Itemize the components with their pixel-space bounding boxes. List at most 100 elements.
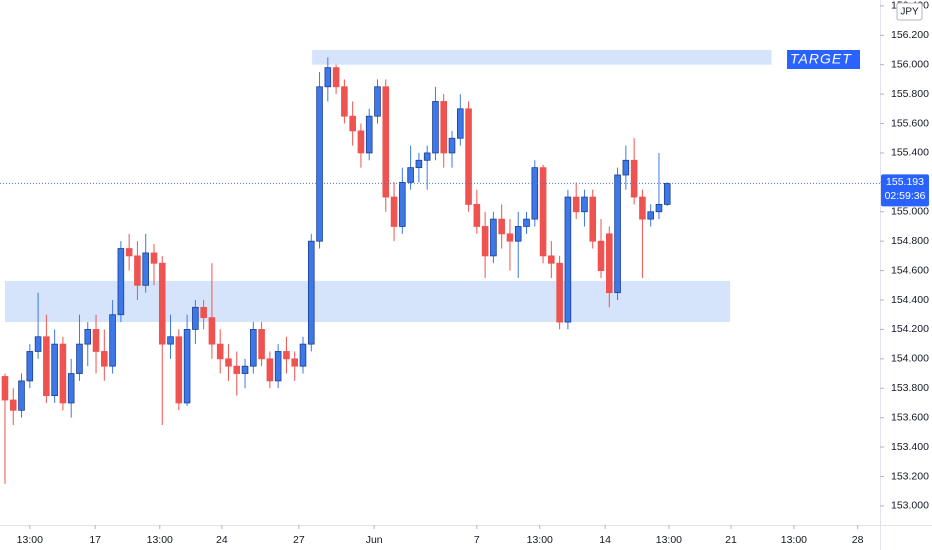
- candle-body: [233, 365, 241, 374]
- candle-body: [51, 343, 58, 396]
- currency-label: JPY: [900, 7, 919, 18]
- candle-body: [324, 67, 332, 88]
- candle-body: [456, 108, 464, 139]
- candle-body: [76, 343, 83, 374]
- y-tick-label: 156.000: [891, 58, 929, 70]
- candle-body: [332, 67, 340, 88]
- x-tick-label: 14: [599, 534, 611, 546]
- y-tick-label: 153.600: [891, 411, 929, 423]
- candle-body: [167, 336, 174, 345]
- candle-body: [349, 115, 356, 132]
- candle-body: [307, 240, 315, 345]
- candle-body: [208, 317, 216, 345]
- candle-body: [158, 262, 166, 345]
- candle-body: [374, 86, 381, 117]
- candle-body: [365, 115, 373, 154]
- currency-box: [896, 2, 923, 21]
- candle-body: [523, 218, 530, 227]
- y-tick-label: 155.000: [891, 206, 929, 218]
- y-tick-label: 155.400: [891, 147, 929, 159]
- y-tick-label: 153.400: [891, 441, 929, 453]
- candle-body: [1, 376, 9, 401]
- x-tick-label: 28: [852, 534, 864, 546]
- y-tick-label: 153.800: [891, 382, 929, 394]
- candle-body: [465, 108, 472, 205]
- y-tick-label: 153.000: [891, 500, 929, 512]
- candle-body: [473, 204, 481, 227]
- candle-body: [490, 218, 497, 257]
- candle-body: [283, 351, 290, 360]
- candle-body: [382, 86, 390, 198]
- candle-body: [498, 218, 505, 235]
- candle-body: [399, 181, 406, 227]
- candle-body: [605, 233, 613, 294]
- candle-body: [581, 196, 588, 213]
- candle-body: [34, 336, 42, 352]
- candle-body: [250, 329, 257, 367]
- candle-body: [241, 365, 249, 374]
- candle-body: [258, 329, 265, 360]
- candle-body: [506, 233, 514, 242]
- x-tick-label: 17: [89, 534, 101, 546]
- candle-body: [134, 255, 141, 286]
- y-tick-label: 155.600: [891, 117, 929, 129]
- candle-body: [448, 137, 456, 154]
- x-tick-label: 13:00: [656, 534, 682, 546]
- candle-body: [564, 196, 572, 323]
- candle-body: [150, 252, 158, 264]
- y-tick-label: 156.200: [891, 29, 929, 41]
- candle-body: [663, 182, 671, 205]
- x-tick-label: 24: [216, 534, 228, 546]
- candle-body: [142, 252, 149, 286]
- candle-body: [432, 101, 439, 154]
- x-tick-label: 27: [293, 534, 305, 546]
- zone: [312, 50, 772, 65]
- candle-body: [622, 159, 630, 176]
- candle-body: [9, 399, 17, 411]
- candle-body: [200, 306, 207, 319]
- candle-body: [614, 174, 621, 294]
- candle-body: [440, 101, 448, 154]
- candle-body: [101, 351, 108, 367]
- candle-body: [274, 351, 282, 382]
- candle-body: [316, 86, 323, 242]
- candle-body: [655, 204, 663, 213]
- candle-body: [216, 343, 224, 360]
- candle-body: [514, 226, 522, 242]
- candle-body: [109, 314, 116, 367]
- candle-body: [630, 159, 638, 198]
- candle-body: [572, 196, 580, 213]
- candle-body: [423, 152, 431, 161]
- y-tick-label: 154.800: [891, 235, 929, 247]
- last-price-label: 155.193: [886, 176, 924, 188]
- x-tick-label: 21: [725, 534, 737, 546]
- y-tick-label: 153.200: [891, 470, 929, 482]
- candle-body: [539, 167, 547, 257]
- candle-body: [481, 226, 489, 257]
- candles: [0, 57, 880, 484]
- candle-body: [43, 336, 50, 396]
- y-tick-label: 154.200: [891, 323, 929, 335]
- y-tick-label: 155.800: [891, 88, 929, 100]
- candle-body: [92, 329, 100, 352]
- candle-body: [84, 329, 92, 345]
- candle-body: [117, 248, 125, 316]
- candle-body: [192, 306, 199, 330]
- candle-body: [266, 358, 274, 382]
- candle-body: [59, 343, 67, 404]
- x-tick-label: 7: [474, 534, 480, 546]
- y-tick-label: 154.400: [891, 294, 929, 306]
- candle-body: [18, 380, 25, 411]
- candle-body: [225, 358, 232, 367]
- candle-body: [548, 255, 555, 264]
- countdown-label: 02:59:36: [885, 190, 926, 202]
- x-tick-label: 13:00: [147, 534, 173, 546]
- y-tick-label: 154.000: [891, 353, 929, 365]
- candle-body: [589, 196, 597, 242]
- candle-body: [299, 343, 307, 367]
- candle-body: [531, 167, 539, 220]
- candle-body: [556, 262, 563, 323]
- candle-body: [407, 167, 414, 183]
- candle-body: [390, 196, 398, 227]
